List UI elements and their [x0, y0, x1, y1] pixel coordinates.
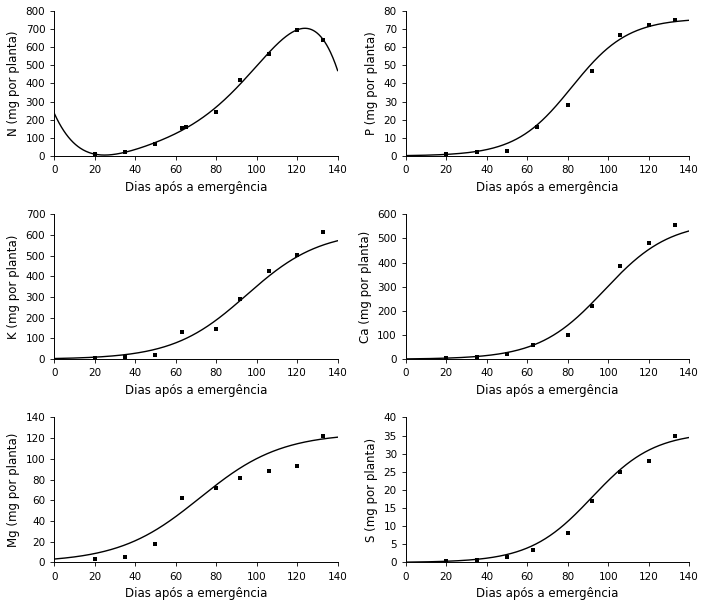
- Y-axis label: K (mg por planta): K (mg por planta): [7, 234, 20, 339]
- Point: [210, 483, 222, 493]
- Y-axis label: N (mg por planta): N (mg por planta): [7, 31, 20, 136]
- Point: [119, 147, 131, 157]
- Y-axis label: Ca (mg por planta): Ca (mg por planta): [359, 231, 371, 343]
- Point: [587, 301, 598, 311]
- Point: [235, 294, 246, 304]
- Point: [263, 266, 275, 276]
- Point: [150, 140, 161, 149]
- Point: [643, 239, 654, 248]
- Point: [210, 107, 222, 117]
- Point: [150, 350, 161, 360]
- Y-axis label: P (mg por planta): P (mg por planta): [365, 32, 378, 135]
- Point: [441, 557, 452, 566]
- Point: [441, 149, 452, 159]
- Point: [176, 493, 187, 503]
- Point: [471, 555, 482, 565]
- Point: [263, 49, 275, 58]
- Point: [501, 552, 513, 562]
- Point: [176, 327, 187, 337]
- Point: [235, 75, 246, 85]
- Point: [318, 227, 329, 237]
- Point: [263, 466, 275, 476]
- Point: [643, 21, 654, 30]
- Point: [532, 122, 543, 132]
- Point: [562, 330, 573, 340]
- Point: [615, 261, 626, 271]
- Point: [441, 353, 452, 363]
- Point: [176, 123, 187, 133]
- Point: [89, 353, 100, 363]
- Point: [471, 353, 482, 362]
- Point: [669, 431, 681, 441]
- Point: [501, 349, 513, 359]
- Point: [89, 555, 100, 565]
- Point: [471, 148, 482, 157]
- Point: [292, 461, 303, 471]
- Point: [643, 456, 654, 466]
- Point: [180, 122, 191, 132]
- Point: [235, 473, 246, 483]
- Y-axis label: S (mg por planta): S (mg por planta): [365, 438, 378, 542]
- X-axis label: Dias após a emergência: Dias após a emergência: [477, 384, 618, 397]
- X-axis label: Dias após a emergência: Dias após a emergência: [125, 384, 267, 397]
- Point: [119, 552, 131, 562]
- Y-axis label: Mg (mg por planta): Mg (mg por planta): [7, 433, 20, 547]
- Point: [587, 496, 598, 506]
- Point: [318, 35, 329, 45]
- Point: [501, 146, 513, 155]
- X-axis label: Dias após a emergência: Dias após a emergência: [477, 587, 618, 600]
- Point: [615, 30, 626, 39]
- Point: [527, 545, 539, 555]
- Point: [292, 249, 303, 259]
- Point: [562, 100, 573, 110]
- Point: [587, 66, 598, 76]
- Point: [615, 467, 626, 476]
- Point: [562, 529, 573, 538]
- Point: [669, 15, 681, 25]
- Point: [292, 25, 303, 35]
- Point: [119, 351, 131, 361]
- Point: [669, 220, 681, 230]
- X-axis label: Dias após a emergência: Dias após a emergência: [125, 587, 267, 600]
- Point: [150, 539, 161, 549]
- Point: [210, 324, 222, 334]
- X-axis label: Dias após a emergência: Dias após a emergência: [125, 180, 267, 194]
- Point: [89, 149, 100, 159]
- X-axis label: Dias após a emergência: Dias após a emergência: [477, 180, 618, 194]
- Point: [318, 431, 329, 441]
- Point: [527, 340, 539, 350]
